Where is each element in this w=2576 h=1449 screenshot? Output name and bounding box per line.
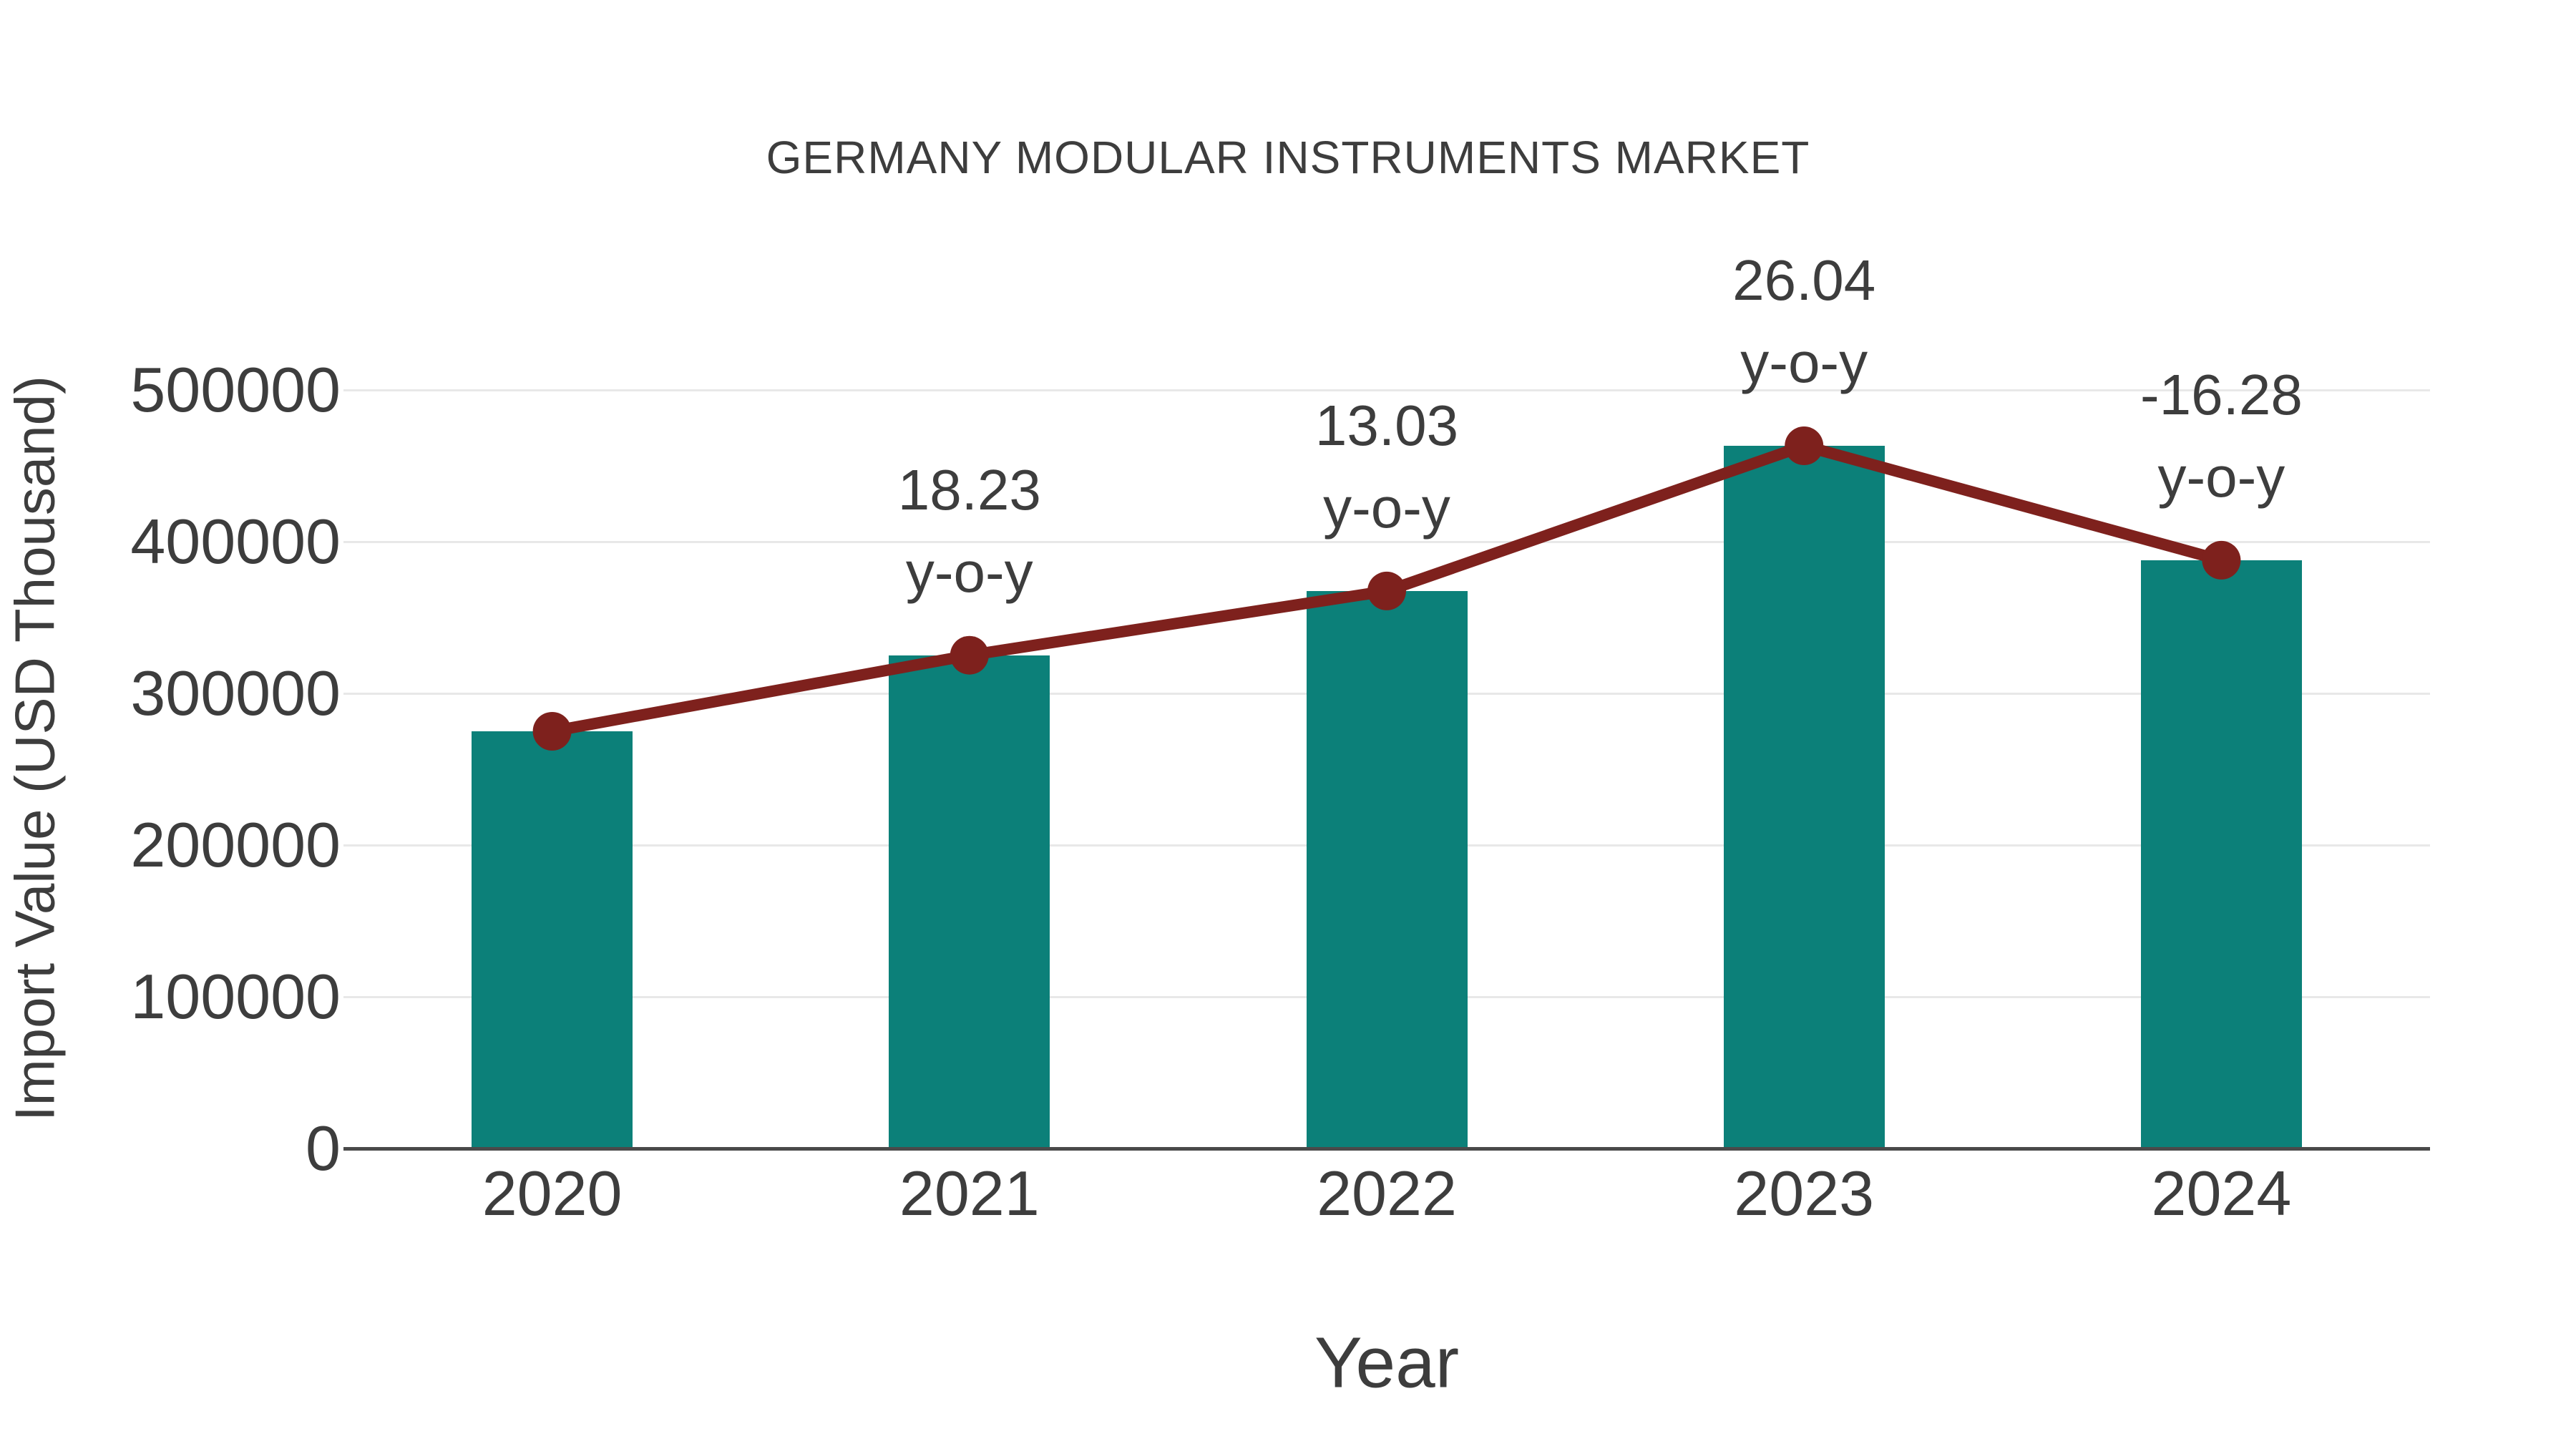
bar-2020 (472, 731, 633, 1148)
yoy-value-2023: 26.04 (1732, 248, 1876, 313)
x-axis-title: Year (1314, 1322, 1460, 1403)
bar-2023 (1723, 446, 1885, 1148)
x-tick-label-2021: 2021 (899, 1158, 1040, 1229)
bar-2022 (1306, 590, 1468, 1148)
yoy-suffix-2022: y-o-y (1323, 475, 1450, 540)
bar-2024 (2140, 560, 2302, 1148)
yoy-suffix-2021: y-o-y (905, 540, 1033, 604)
x-axis-line (343, 1147, 2430, 1151)
y-tick-label-0: 0 (306, 1113, 341, 1184)
bar-2021 (889, 655, 1050, 1148)
y-gridline-400000 (343, 540, 2430, 543)
x-tick-label-2020: 2020 (482, 1158, 623, 1229)
y-tick-label-200000: 200000 (130, 809, 341, 880)
x-tick-label-2022: 2022 (1317, 1158, 1457, 1229)
y-axis-title: Import Value (USD Thousand) (3, 376, 67, 1121)
chart-title: GERMANY MODULAR INSTRUMENTS MARKET (766, 132, 1810, 183)
yoy-suffix-2024: y-o-y (2157, 444, 2285, 509)
yoy-value-2021: 18.23 (897, 457, 1041, 522)
y-tick-label-500000: 500000 (130, 354, 341, 425)
y-gridline-500000 (343, 389, 2430, 391)
y-tick-label-100000: 100000 (130, 961, 341, 1032)
x-tick-label-2024: 2024 (2151, 1158, 2292, 1229)
yoy-suffix-2023: y-o-y (1740, 331, 1868, 395)
y-tick-label-400000: 400000 (130, 506, 341, 577)
x-tick-label-2023: 2023 (1734, 1158, 1875, 1229)
yoy-value-2024: -16.28 (2140, 362, 2303, 426)
yoy-value-2022: 13.03 (1314, 393, 1459, 457)
y-tick-label-300000: 300000 (130, 658, 341, 728)
